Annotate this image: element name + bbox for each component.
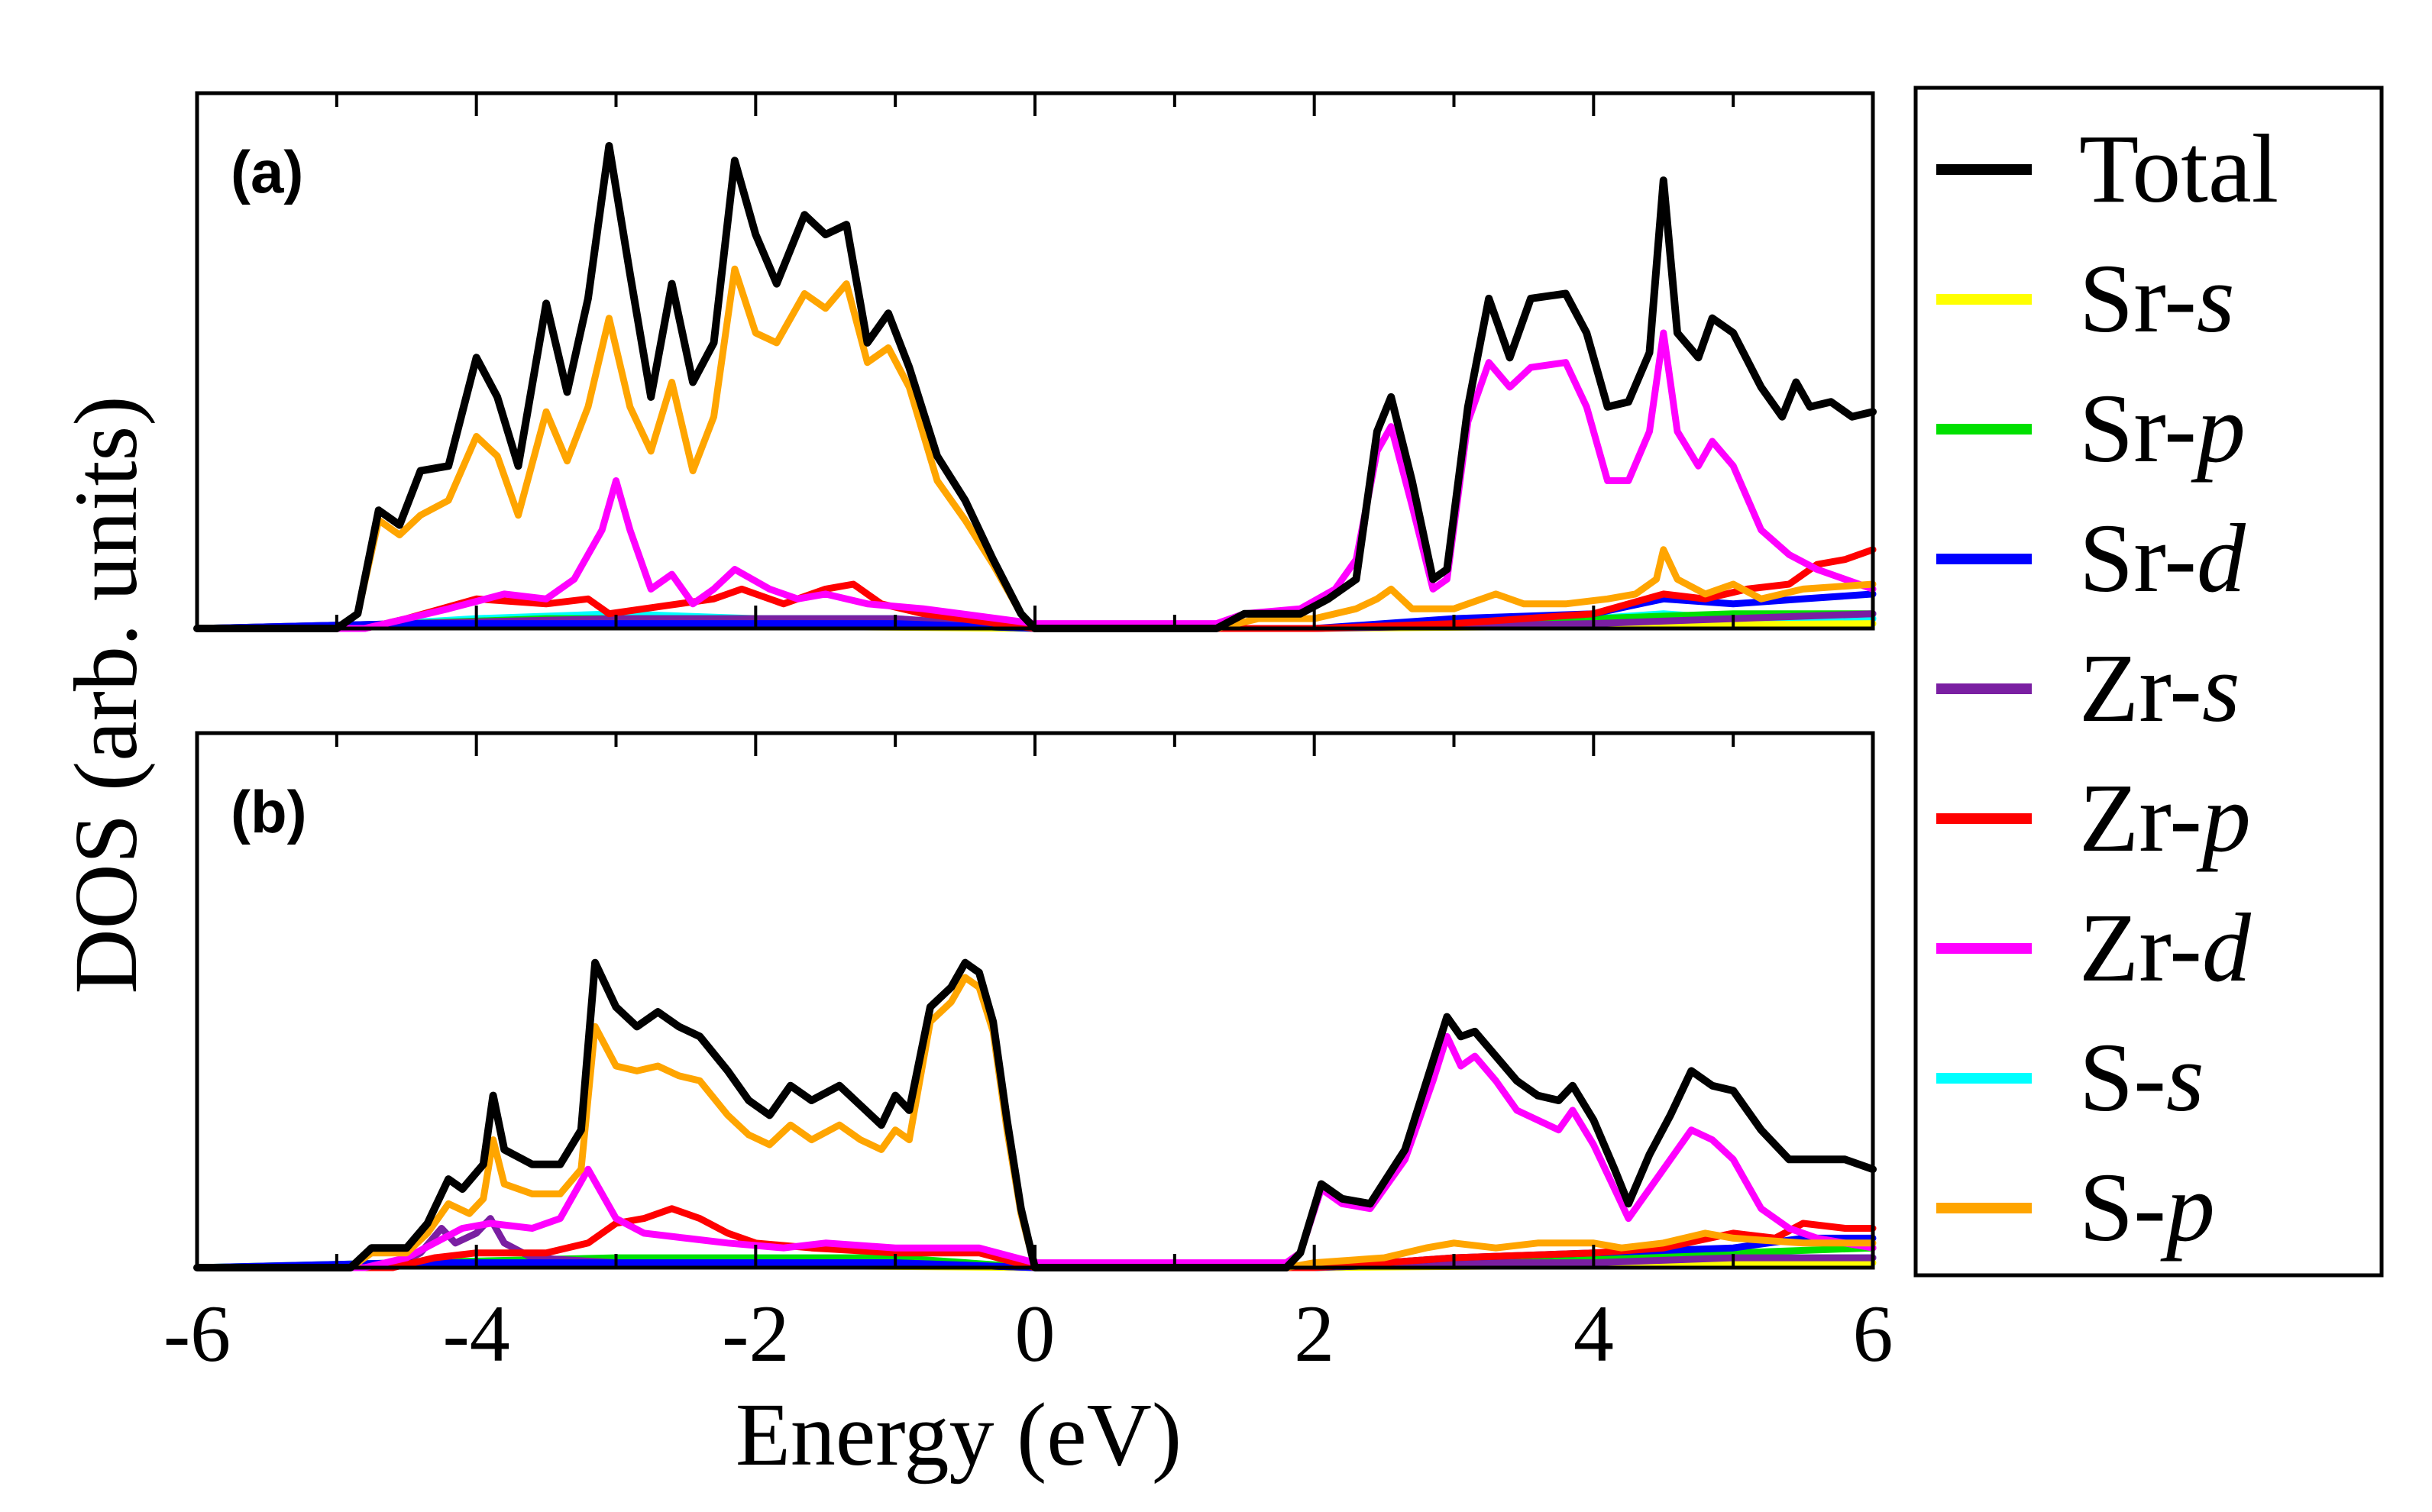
- series-line-s-p: [193, 974, 1877, 1271]
- x-axis-label: Energy (eV): [736, 1384, 1182, 1485]
- series-line-zr-d: [193, 1032, 1877, 1271]
- legend: Total Sr-s Sr-p Sr-d Zr-s Zr-p Zr-d S-s S-p: [1913, 86, 2384, 1278]
- panel-a: (a): [193, 91, 1877, 632]
- legend-label-s-p: S-p: [2079, 1153, 2215, 1262]
- legend-label-sr-s: Sr-s: [2079, 244, 2235, 353]
- x-tick-label: 4: [1573, 1289, 1614, 1378]
- panel-b-label: (b): [231, 778, 307, 845]
- legend-label-sr-p: Sr-p: [2079, 374, 2246, 483]
- legend-label-total: Total: [2079, 115, 2278, 223]
- x-tick-label: 6: [1853, 1289, 1894, 1378]
- x-tick-label: -2: [722, 1289, 789, 1378]
- series-line-s-p: [193, 265, 1877, 632]
- legend-label-sr-d: Sr-d: [2079, 504, 2246, 612]
- legend-label-zr-s: Zr-s: [2079, 634, 2240, 742]
- x-tick-label: 0: [1015, 1289, 1056, 1378]
- x-tick-label: 2: [1294, 1289, 1334, 1378]
- panel-a-label: (a): [231, 138, 303, 205]
- panel-a-frame: [195, 91, 1875, 631]
- y-axis-label: DOS (arb. units): [56, 396, 156, 993]
- x-tick-label: -4: [443, 1289, 510, 1378]
- x-tick-labels: -6 -4 -2 0 2 4 6: [163, 1289, 1894, 1378]
- legend-label-zr-d: Zr-d: [2079, 893, 2252, 1002]
- series-line-zr-s: [193, 1215, 1877, 1271]
- series-line-total: [193, 958, 1877, 1271]
- legend-label-zr-p: Zr-p: [2079, 764, 2251, 872]
- x-tick-label: -6: [163, 1289, 231, 1378]
- panel-b: (b): [193, 731, 1877, 1271]
- series-line-total: [193, 142, 1877, 632]
- legend-label-s-s: S-s: [2079, 1023, 2204, 1132]
- series-line-zr-d: [193, 329, 1877, 632]
